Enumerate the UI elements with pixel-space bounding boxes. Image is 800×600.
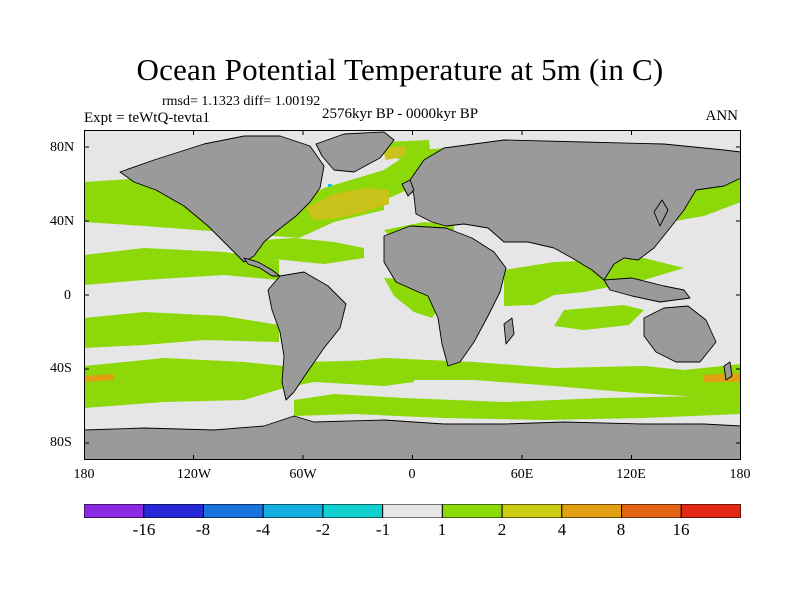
season-label: ANN bbox=[705, 108, 739, 124]
land-madagascar bbox=[503, 317, 515, 345]
colorbar-box bbox=[680, 504, 741, 518]
colorbar-box bbox=[501, 504, 563, 518]
rmsd-diff-stats: rmsd= 1.1323 diff= 1.00192 bbox=[162, 94, 321, 109]
colorbar-label-2: 2 bbox=[497, 520, 507, 539]
world-map bbox=[84, 130, 741, 460]
x-tick-60e: 60E bbox=[510, 467, 534, 482]
colorbar-box bbox=[84, 504, 145, 518]
colorbar-box bbox=[382, 504, 443, 518]
colorbar-box bbox=[561, 504, 623, 518]
colorbar-label-16: 16 bbox=[672, 520, 690, 539]
y-tick-40s: 40S bbox=[50, 361, 72, 376]
anomaly-cyan-speck bbox=[328, 184, 332, 187]
colorbar-box bbox=[322, 504, 384, 518]
continents bbox=[84, 131, 741, 460]
land-central-america bbox=[243, 257, 281, 277]
land-africa bbox=[383, 225, 507, 367]
experiment-label: Expt = teWtQ-tevta1 bbox=[84, 110, 210, 126]
colorbar bbox=[84, 504, 741, 518]
land-eurasia bbox=[409, 139, 741, 281]
map-tick-marks bbox=[84, 130, 741, 460]
colorbar-label-1: 1 bbox=[437, 520, 447, 539]
anomaly-bands-green bbox=[84, 140, 741, 420]
plot-title: Ocean Potential Temperature at 5m (in C) bbox=[136, 52, 664, 87]
land-south-america bbox=[267, 271, 347, 401]
y-tick-80n: 80N bbox=[50, 140, 75, 155]
colorbar-label-neg16: -16 bbox=[132, 520, 156, 539]
colorbar-label-8: 8 bbox=[616, 520, 626, 539]
land-antarctica bbox=[84, 415, 741, 460]
y-tick-80s: 80S bbox=[50, 435, 72, 450]
colorbar-label-neg1: -1 bbox=[375, 520, 391, 539]
colorbar-box bbox=[202, 504, 264, 518]
x-tick-120w: 120W bbox=[176, 467, 212, 482]
colorbar-label-neg4: -4 bbox=[255, 520, 271, 539]
colorbar-box bbox=[143, 504, 204, 518]
x-tick-60w: 60W bbox=[289, 467, 317, 482]
colorbar-label-4: 4 bbox=[557, 520, 567, 539]
land-japan bbox=[653, 199, 669, 227]
land-australia bbox=[643, 305, 717, 363]
y-tick-40n: 40N bbox=[50, 214, 75, 229]
x-tick-120e: 120E bbox=[616, 467, 646, 482]
x-tick-180w: 180 bbox=[73, 467, 95, 482]
colorbar-box bbox=[441, 504, 503, 518]
x-tick-180e: 180 bbox=[729, 467, 751, 482]
land-southeast-asia-islands bbox=[603, 277, 691, 303]
land-north-america bbox=[119, 135, 325, 263]
land-greenland bbox=[315, 131, 395, 173]
colorbar-box bbox=[621, 504, 682, 518]
land-new-zealand bbox=[723, 361, 733, 381]
x-tick-0: 0 bbox=[408, 467, 416, 482]
colorbar-label-neg8: -8 bbox=[195, 520, 211, 539]
colorbar-box bbox=[262, 504, 324, 518]
colorbar-label-neg2: -2 bbox=[315, 520, 331, 539]
anomaly-bands-olive bbox=[306, 146, 406, 220]
period-label: 2576kyr BP - 0000kyr BP bbox=[322, 106, 479, 122]
y-tick-0: 0 bbox=[64, 288, 71, 303]
land-british-isles bbox=[401, 179, 415, 197]
